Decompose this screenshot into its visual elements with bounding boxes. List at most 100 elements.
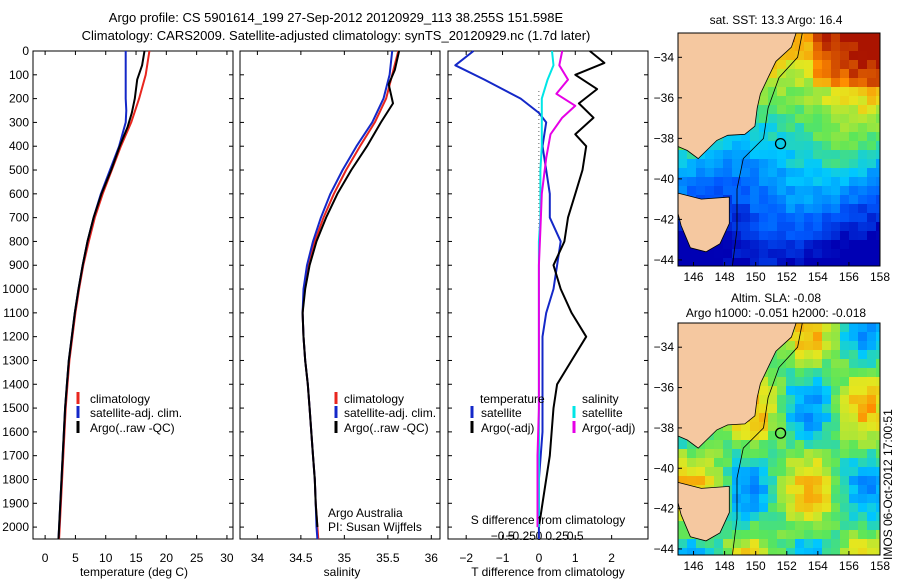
map-field-cell: [768, 168, 777, 177]
map-field-cell: [876, 231, 880, 240]
map-field-cell: [750, 204, 759, 213]
map-field-cell: [786, 485, 795, 494]
map-field-cell: [867, 195, 876, 204]
map-field-cell: [849, 33, 858, 42]
map-field-cell: [849, 195, 858, 204]
depth-tick-label: 700: [9, 211, 29, 225]
map-field-cell: [777, 530, 786, 539]
map-field-cell: [777, 539, 786, 548]
map-field-cell: [759, 213, 768, 222]
map-field-cell: [849, 512, 858, 521]
map-field-cell: [768, 512, 777, 521]
map-field-cell: [867, 231, 876, 240]
map-field-cell: [687, 539, 696, 548]
map-field-cell: [822, 123, 831, 132]
legend-label-s-argo: Argo(-adj): [582, 421, 635, 435]
map-field-cell: [786, 240, 795, 249]
map-field-cell: [822, 60, 831, 69]
map-field-cell: [858, 204, 867, 213]
map-field-cell: [786, 168, 795, 177]
map-field-cell: [858, 323, 867, 332]
map-field-cell: [849, 132, 858, 141]
map-lon-tick-label: 148: [715, 559, 735, 573]
map-field-cell: [732, 440, 741, 449]
map-frame: [677, 32, 881, 267]
map-field-cell: [804, 494, 813, 503]
map-field-cell: [795, 240, 804, 249]
map-field-cell: [858, 105, 867, 114]
map-field-cell: [750, 168, 759, 177]
map-field-cell: [795, 521, 804, 530]
map-field-cell: [768, 195, 777, 204]
map-field-cell: [723, 168, 732, 177]
argo-float-marker: [774, 427, 787, 439]
map-field-cell: [831, 159, 840, 168]
map-lon-tick-label: 152: [777, 559, 797, 573]
map-field-cell: [876, 422, 880, 431]
map-field-cell: [723, 440, 732, 449]
map-field-cell: [813, 395, 822, 404]
map-field-cell: [777, 413, 786, 422]
map-field-cell: [750, 503, 759, 512]
map-field-cell: [822, 332, 831, 341]
s-tick-label: 0.25: [545, 529, 569, 543]
map-field-cell: [741, 530, 750, 539]
map-field-cell: [750, 258, 759, 266]
series-line-temperature-satellite: [454, 50, 562, 539]
map-field-cell: [741, 231, 750, 240]
map-field-cell: [813, 87, 822, 96]
map-field-cell: [732, 422, 741, 431]
map-field-cell: [831, 177, 840, 186]
map-field-cell: [678, 548, 687, 555]
map-field-cell: [795, 395, 804, 404]
map-field-cell: [840, 78, 849, 87]
map-field-cell: [822, 386, 831, 395]
map-field-cell: [876, 413, 880, 422]
map-field-cell: [858, 548, 867, 555]
map-field-cell: [840, 168, 849, 177]
map-field-cell: [804, 177, 813, 186]
map-field-cell: [876, 377, 880, 386]
map-field-cell: [804, 240, 813, 249]
map-field-cell: [777, 87, 786, 96]
map-field-cell: [876, 51, 880, 60]
map-field-cell: [768, 231, 777, 240]
map-field-cell: [732, 503, 741, 512]
map-field-cell: [840, 177, 849, 186]
map-field-cell: [759, 539, 768, 548]
map-field-cell: [867, 521, 876, 530]
map-field-cell: [795, 60, 804, 69]
map-field-cell: [867, 123, 876, 132]
series-line-temperature-argo-adj-: [537, 50, 606, 528]
map-field-cell: [759, 258, 768, 266]
map-field-cell: [723, 476, 732, 485]
x-tick-label: −2: [459, 551, 473, 565]
x-tick-label: 35.5: [376, 551, 400, 565]
map-field-cell: [840, 440, 849, 449]
map-field-cell: [804, 258, 813, 266]
map-field-cell: [840, 368, 849, 377]
map-field-cell: [723, 449, 732, 458]
map-field-cell: [840, 512, 849, 521]
map-field-cell: [768, 222, 777, 231]
map-field-cell: [831, 213, 840, 222]
map-field-cell: [750, 458, 759, 467]
map-field-cell: [831, 359, 840, 368]
map-field-cell: [786, 530, 795, 539]
map-field-cell: [687, 449, 696, 458]
map-field-cell: [840, 69, 849, 78]
map-lon-tick-label: 146: [684, 559, 704, 573]
map-field-cell: [768, 539, 777, 548]
map-field-cell: [768, 485, 777, 494]
map-field-cell: [867, 467, 876, 476]
map-field-cell: [867, 240, 876, 249]
map-field-cell: [678, 467, 687, 476]
depth-tick-label: 1100: [3, 306, 29, 320]
map-field-cell: [813, 249, 822, 258]
map-field-cell: [813, 539, 822, 548]
map-field-cell: [822, 42, 831, 51]
map-field-cell: [768, 521, 777, 530]
depth-tick-label: 1500: [2, 401, 29, 415]
map-shelf-contour: [732, 322, 803, 556]
